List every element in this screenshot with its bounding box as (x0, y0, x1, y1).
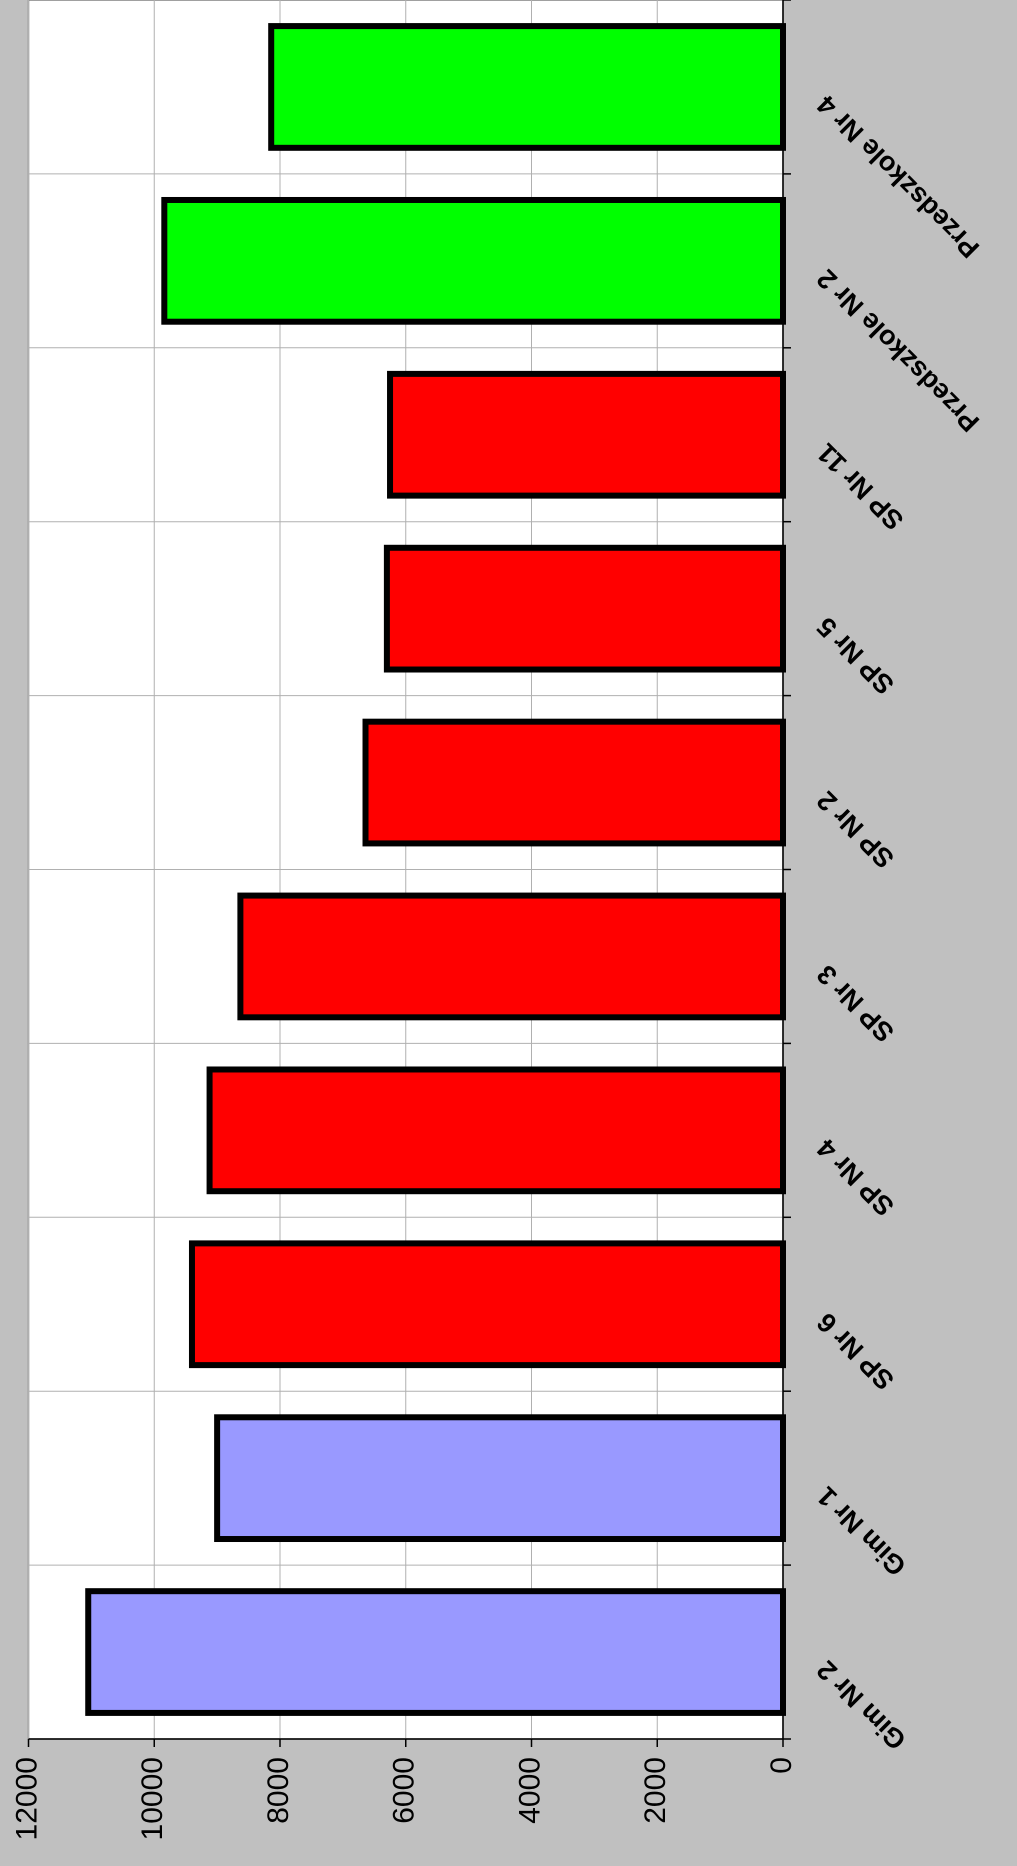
bar (387, 370, 786, 499)
y-tick-label: 2000 (639, 1757, 672, 1824)
bar (362, 718, 786, 847)
bar (85, 1588, 786, 1716)
bar (237, 892, 787, 1021)
y-tick-label: 8000 (262, 1757, 295, 1824)
bar (383, 544, 786, 673)
y-tick-label: 6000 (388, 1757, 421, 1824)
y-tick-label: 10000 (136, 1757, 169, 1840)
y-tick-label: 12000 (10, 1757, 43, 1840)
y-tick-label: 4000 (513, 1757, 546, 1824)
y-tick-label: 0 (765, 1757, 798, 1774)
bar (161, 196, 786, 325)
bar (214, 1414, 786, 1543)
bar (206, 1066, 786, 1195)
bar (188, 1240, 787, 1369)
bar (268, 23, 786, 151)
